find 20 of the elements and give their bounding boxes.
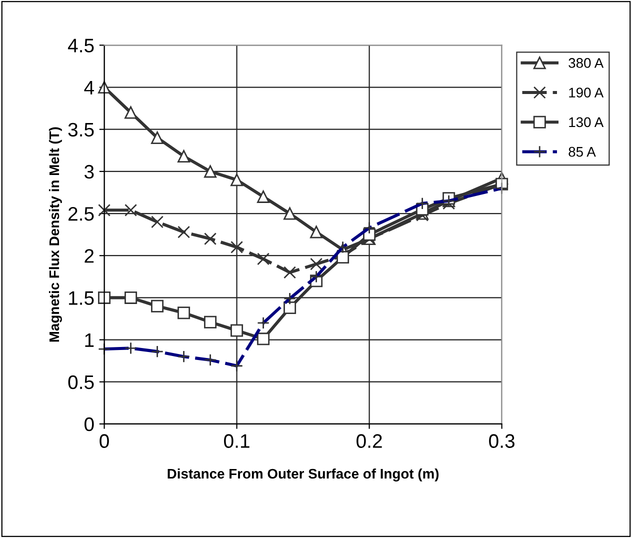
y-tick-label: 3 [84,164,94,179]
y-tick-label: 3.5 [68,122,94,137]
y-tick-label: 0 [84,417,94,432]
y-tick-label: 1.5 [69,291,94,305]
y-axis-title: Magnetic Flux Density in Melt (T) [48,127,62,342]
legend-label: 130 A [569,117,604,128]
x-tick-label: 0.2 [356,434,382,448]
x-axis-title: Distance From Outer Surface of Ingot (m) [168,468,439,482]
legend-label: 85 A [568,146,596,157]
legend-label: 380 A [568,58,604,68]
y-tick-label: 0.5 [68,375,94,390]
y-tick-label: 4.5 [68,38,94,52]
x-tick-label: 0.1 [224,434,250,448]
y-tick-label: 4 [84,80,94,94]
y-tick-label: 2.5 [68,206,94,221]
y-tick-label: 1 [85,333,94,347]
y-tick-label: 2 [84,249,94,263]
x-tick-label: 0 [100,434,109,448]
x-tick-label: 0.3 [489,434,514,448]
legend-label: 190 A [569,88,604,98]
